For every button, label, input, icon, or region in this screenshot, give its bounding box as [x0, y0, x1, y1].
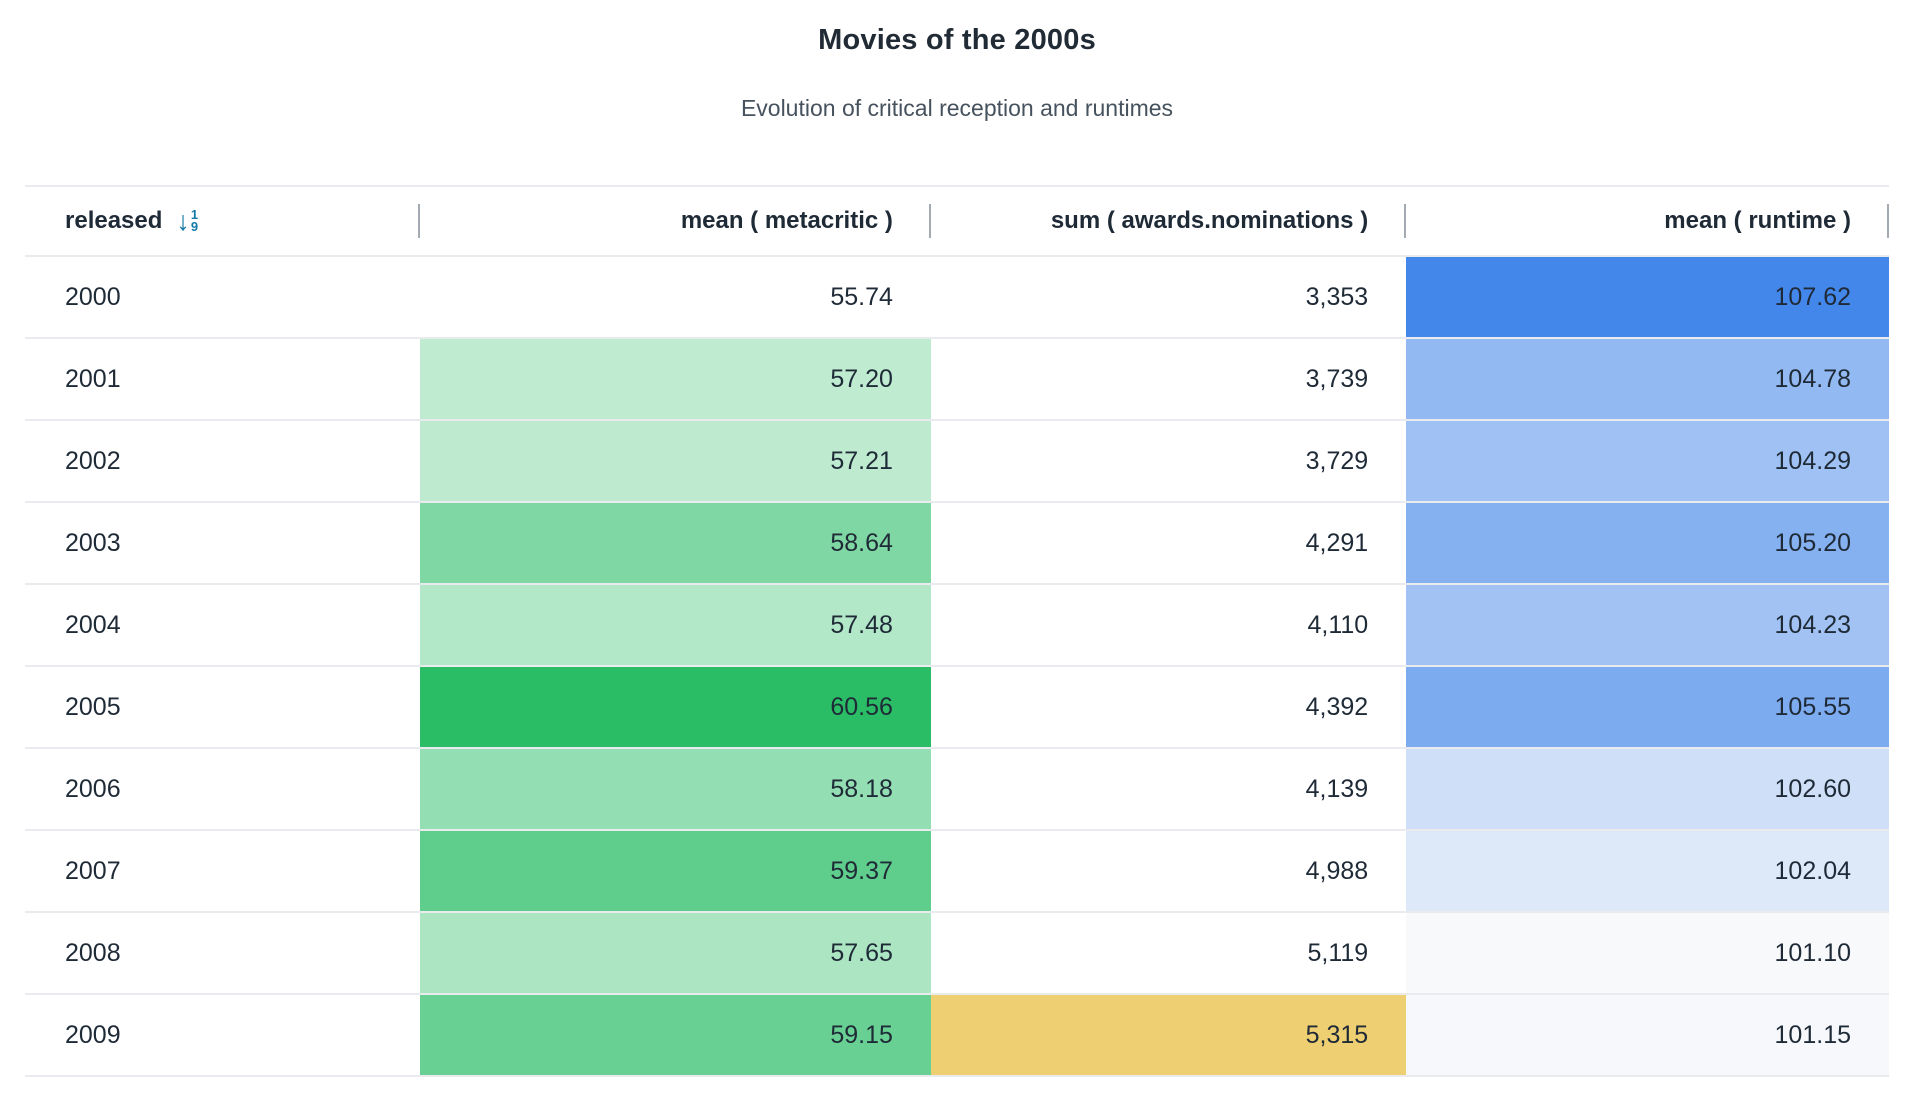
column-header-label: mean ( runtime ) — [1664, 207, 1851, 234]
table-row: 2007 59.37 4,988 102.04 — [25, 830, 1889, 913]
down-arrow-icon: ↓ — [176, 205, 190, 236]
sort-digits: 1 9 — [190, 206, 199, 234]
cell-runtime: 101.15 — [1406, 994, 1889, 1077]
cell-released: 2006 — [25, 748, 421, 831]
cell-metacritic: 58.64 — [420, 502, 931, 585]
cell-runtime: 104.29 — [1406, 420, 1889, 503]
cell-runtime: 102.04 — [1406, 830, 1889, 913]
sort-ascending-numeric-icon: ↓ 1 9 — [176, 205, 199, 236]
cell-released: 2003 — [25, 502, 421, 585]
cell-awards: 4,110 — [930, 584, 1407, 667]
cell-awards: 4,291 — [930, 502, 1407, 585]
column-header-label: mean ( metacritic ) — [680, 207, 893, 234]
column-header-metacritic[interactable]: mean ( metacritic ) — [420, 186, 931, 257]
cell-metacritic: 57.48 — [420, 584, 931, 667]
cell-metacritic: 59.15 — [420, 994, 931, 1077]
cell-awards: 4,988 — [930, 830, 1407, 913]
table-row: 2004 57.48 4,110 104.23 — [25, 584, 1889, 667]
cell-metacritic: 58.18 — [420, 748, 931, 831]
header-divider — [1404, 204, 1407, 238]
header-divider — [418, 204, 421, 238]
column-header-runtime[interactable]: mean ( runtime ) — [1406, 186, 1889, 257]
cell-runtime: 105.55 — [1406, 666, 1889, 749]
column-header-released[interactable]: released ↓ 1 9 — [25, 186, 421, 257]
cell-awards: 3,729 — [930, 420, 1407, 503]
cell-released: 2000 — [25, 256, 421, 339]
cell-runtime: 107.62 — [1406, 256, 1889, 339]
page-title: Movies of the 2000s — [818, 24, 1096, 56]
header-divider — [928, 204, 931, 238]
cell-awards: 5,119 — [930, 912, 1407, 995]
table-row: 2003 58.64 4,291 105.20 — [25, 502, 1889, 585]
table-row: 2005 60.56 4,392 105.55 — [25, 666, 1889, 749]
cell-released: 2009 — [25, 994, 421, 1077]
cell-metacritic: 57.21 — [420, 420, 931, 503]
cell-awards: 4,139 — [930, 748, 1407, 831]
cell-metacritic: 60.56 — [420, 666, 931, 749]
cell-released: 2001 — [25, 338, 421, 421]
column-header-label: released — [65, 207, 163, 234]
cell-metacritic: 57.65 — [420, 912, 931, 995]
cell-released: 2002 — [25, 420, 421, 503]
cell-awards: 5,315 — [930, 994, 1407, 1077]
cell-runtime: 104.23 — [1406, 584, 1889, 667]
cell-awards: 3,353 — [930, 256, 1407, 339]
cell-metacritic: 57.20 — [420, 338, 931, 421]
column-header-label: sum ( awards.nominations ) — [1050, 207, 1369, 234]
cell-released: 2005 — [25, 666, 421, 749]
header-row: released ↓ 1 9 mean ( metacritic ) — [25, 186, 1889, 257]
table-row: 2006 58.18 4,139 102.60 — [25, 748, 1889, 831]
cell-released: 2008 — [25, 912, 421, 995]
cell-runtime: 104.78 — [1406, 338, 1889, 421]
report-page: Movies of the 2000s Evolution of critica… — [25, 0, 1889, 1077]
column-header-awards-nominations[interactable]: sum ( awards.nominations ) — [930, 186, 1407, 257]
cell-metacritic: 55.74 — [420, 256, 931, 339]
cell-runtime: 101.10 — [1406, 912, 1889, 995]
page-subtitle: Evolution of critical reception and runt… — [740, 95, 1174, 121]
results-table: released ↓ 1 9 mean ( metacritic ) — [25, 185, 1889, 1077]
table-row: 2000 55.74 3,353 107.62 — [25, 256, 1889, 339]
cell-released: 2004 — [25, 584, 421, 667]
cell-runtime: 102.60 — [1406, 748, 1889, 831]
table-row: 2002 57.21 3,729 104.29 — [25, 420, 1889, 503]
table-row: 2001 57.20 3,739 104.78 — [25, 338, 1889, 421]
cell-awards: 3,739 — [930, 338, 1407, 421]
cell-awards: 4,392 — [930, 666, 1407, 749]
cell-released: 2007 — [25, 830, 421, 913]
cell-metacritic: 59.37 — [420, 830, 931, 913]
header-divider — [1887, 204, 1889, 238]
table-row: 2008 57.65 5,119 101.10 — [25, 912, 1889, 995]
table-row: 2009 59.15 5,315 101.15 — [25, 994, 1889, 1077]
cell-runtime: 105.20 — [1406, 502, 1889, 585]
